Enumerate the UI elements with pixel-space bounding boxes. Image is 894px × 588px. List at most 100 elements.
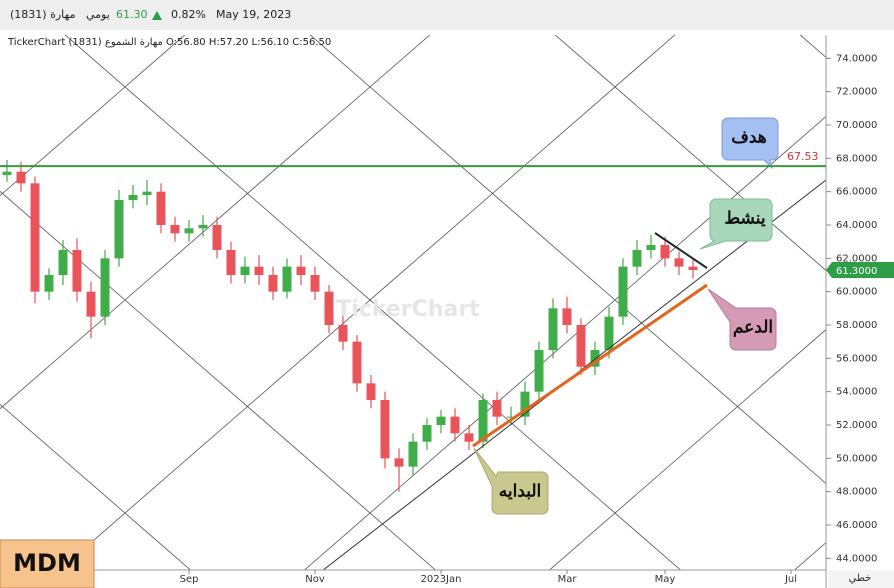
y-tick-label: 72.0000: [836, 87, 877, 98]
candle-body: [576, 325, 586, 367]
candle-body: [310, 275, 320, 292]
candle-body: [506, 416, 516, 418]
candle-body: [58, 250, 68, 275]
change: 0.82%: [171, 8, 206, 21]
callout-target: هدف: [721, 117, 779, 170]
diagonal-line: [0, 190, 437, 570]
candle-body: [282, 266, 292, 292]
header-bar: [0, 0, 894, 30]
candle-body: [16, 171, 26, 184]
candle-body: [422, 425, 432, 442]
candle-body: [240, 266, 250, 275]
candle-body: [184, 228, 194, 234]
candle-body: [212, 225, 222, 250]
candle-body: [100, 258, 110, 317]
diagonal-line: [0, 403, 192, 570]
candle-body: [198, 225, 208, 229]
candle-body: [646, 245, 656, 250]
info-line: TickerChart مهارة الشموع (1831) O:56.80 …: [7, 37, 331, 48]
candle-body: [408, 441, 418, 467]
candle-body: [632, 250, 642, 267]
period: يومي: [86, 8, 110, 21]
up-arrow: [152, 11, 162, 20]
callout-active: ينشط: [699, 198, 773, 250]
x-tick-label: Sep: [180, 574, 199, 585]
candle-body: [268, 275, 278, 292]
y-tick-label: 64.0000: [836, 220, 877, 231]
diagonal-line: [64, 35, 682, 570]
y-tick-label: 52.0000: [836, 420, 877, 431]
candle-body: [366, 383, 376, 400]
last-price-label: 61.3000: [836, 266, 877, 277]
annotation: ينشط: [724, 209, 765, 229]
candle-body: [86, 291, 96, 317]
candle-body: [604, 316, 614, 350]
y-tick-label: 62.0000: [836, 253, 877, 264]
diagonal-line: [0, 35, 186, 197]
diagonal-line: [0, 35, 431, 410]
candle-body: [72, 250, 82, 292]
y-tick-label: 46.0000: [836, 520, 877, 531]
y-tick-label: 48.0000: [836, 487, 877, 498]
candle-body: [380, 400, 390, 459]
x-tick-label: Jul: [784, 574, 797, 585]
diagonal-line: [554, 35, 826, 271]
symbol: مهارة (1831): [10, 8, 76, 21]
trend-line: [472, 283, 708, 448]
candle-body: [450, 416, 460, 434]
candle-body: [30, 183, 40, 292]
candle-body: [590, 350, 600, 367]
candle-body: [170, 225, 180, 234]
scale-mode-box: [828, 570, 894, 588]
candle-body: [128, 195, 138, 200]
callout-start: البدايه: [473, 447, 549, 515]
y-tick-label: 68.0000: [836, 153, 877, 164]
candle-body: [156, 191, 166, 225]
y-tick-label: 66.0000: [836, 187, 877, 198]
candle-body: [254, 266, 264, 275]
y-tick-label: 56.0000: [836, 353, 877, 364]
diagonal-line: [548, 329, 826, 570]
y-tick-label: 58.0000: [836, 320, 877, 331]
candle-body: [534, 350, 544, 392]
candle-body: [548, 308, 558, 350]
candle-body: [562, 308, 572, 325]
candle-body: [492, 400, 502, 417]
diagonal-line: [303, 115, 826, 570]
last-price-badge: [826, 262, 894, 278]
annotation: البدايه: [499, 482, 542, 502]
x-tick-label: 2023Jan: [421, 574, 462, 585]
candle-body: [2, 171, 12, 175]
symbol-badge: MDM: [13, 549, 81, 577]
x-tick-label: Mar: [558, 574, 578, 585]
date: May 19, 2023: [216, 8, 291, 21]
candle-body: [226, 250, 236, 275]
candle-body: [324, 291, 334, 325]
candle-body: [44, 275, 54, 292]
candle-body: [660, 245, 670, 259]
x-tick-label: May: [655, 574, 676, 585]
candle-body: [618, 266, 628, 317]
candle-body: [436, 416, 446, 425]
annotation: الدعم: [733, 318, 773, 338]
y-tick-label: 74.0000: [836, 53, 877, 64]
y-tick-label: 70.0000: [836, 120, 877, 131]
y-tick-label: 54.0000: [836, 387, 877, 398]
candle-body: [352, 341, 362, 384]
trend-line: [654, 232, 708, 269]
x-tick-label: Nov: [305, 574, 325, 585]
candle-body: [114, 200, 124, 259]
watermark: TickerChart: [336, 297, 480, 322]
callout-support: الدعم: [707, 288, 777, 351]
candle-body: [520, 391, 530, 417]
candle-body: [296, 266, 306, 275]
symbol-badge-box: [0, 539, 95, 588]
annotation: هدف: [731, 128, 767, 148]
target-label: 67.53: [787, 150, 819, 163]
candle-body: [688, 266, 698, 270]
candle-body: [478, 400, 488, 442]
y-tick-label: 60.0000: [836, 287, 877, 298]
candle-body: [464, 433, 474, 442]
